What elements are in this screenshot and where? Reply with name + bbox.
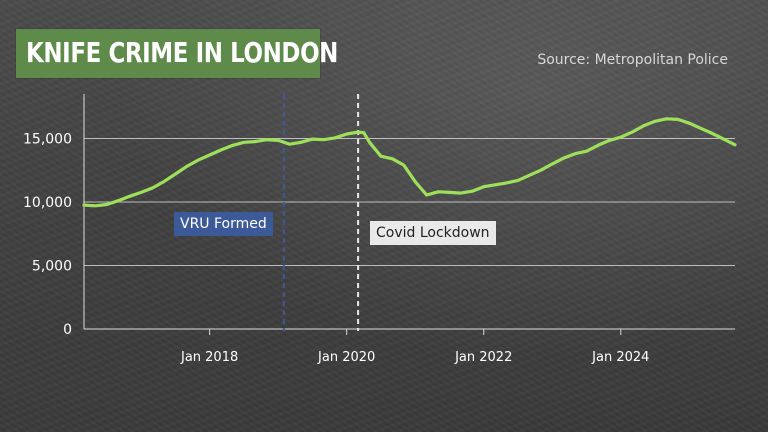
x-tick-label: Jan 2018 [180, 350, 238, 365]
x-tick-label: Jan 2020 [317, 350, 375, 365]
x-tick-label: Jan 2024 [591, 350, 649, 365]
vru-formed-label: VRU Formed [174, 212, 273, 236]
event-markers [282, 94, 360, 331]
x-tick-labels: Jan 2018 Jan 2020 Jan 2022 Jan 2024 [180, 350, 649, 365]
y-tick-label: 5,000 [32, 258, 72, 274]
x-tick-label: Jan 2022 [454, 350, 512, 365]
y-tick-label: 10,000 [23, 195, 72, 211]
y-tick-labels: 0 5,000 10,000 15,000 [23, 131, 72, 338]
series-layer [82, 117, 737, 208]
knife-crime-series-line [82, 117, 737, 208]
title-banner [16, 29, 320, 78]
covid-lockdown-label: Covid Lockdown [370, 221, 496, 245]
axes [83, 94, 622, 335]
source-label: Source: Metropolitan Police [537, 52, 728, 68]
grid-lines [84, 137, 735, 330]
y-tick-label: 0 [63, 322, 72, 338]
chart-title: KNIFE CRIME IN LONDON [26, 36, 338, 69]
y-tick-label: 15,000 [23, 131, 72, 147]
